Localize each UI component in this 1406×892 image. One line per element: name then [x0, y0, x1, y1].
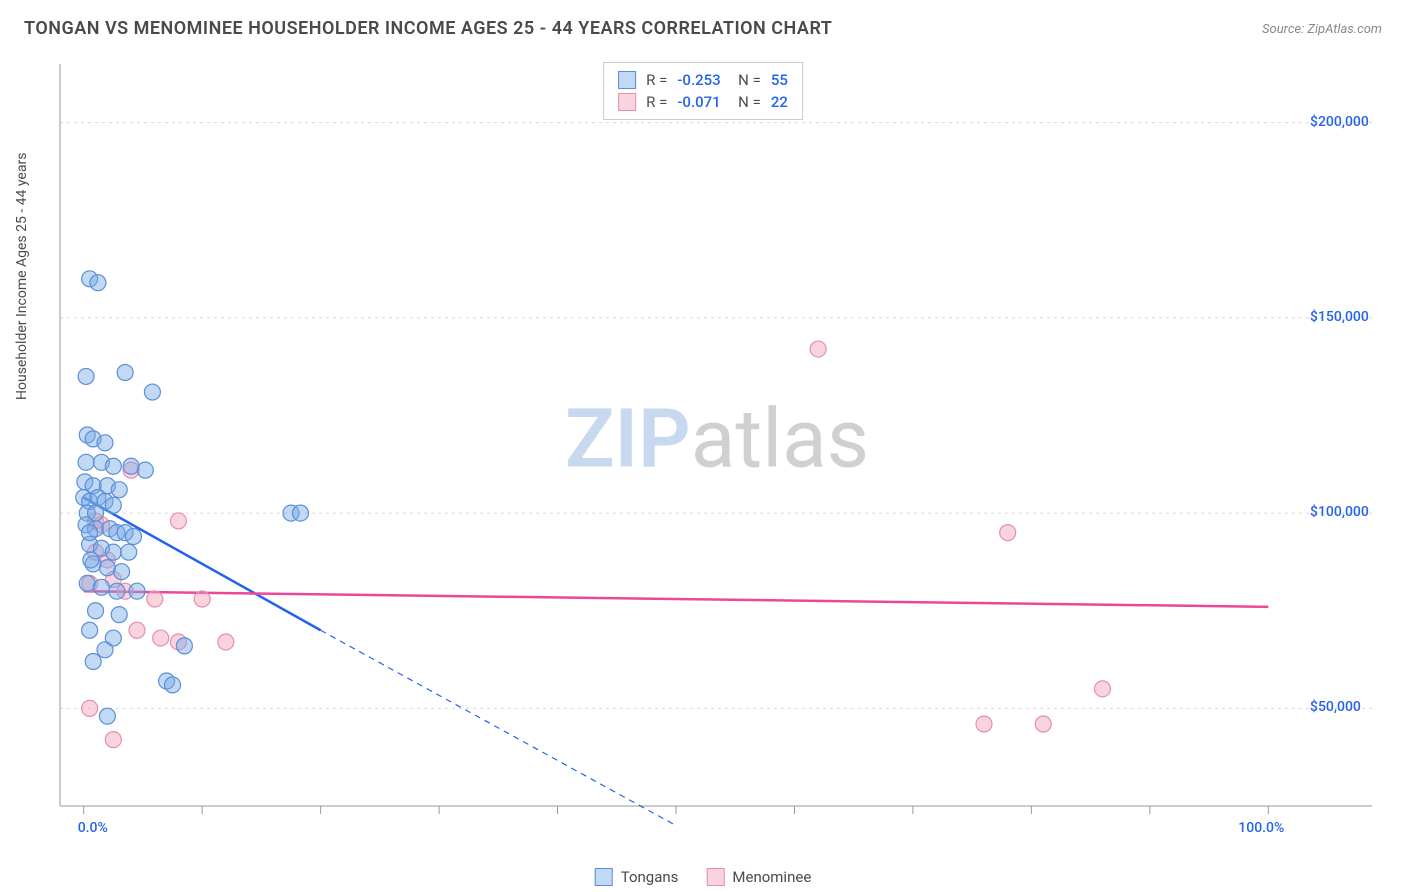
x-axis-max-label: 100.0%	[1238, 820, 1284, 836]
legend-n-label: N =	[731, 71, 761, 89]
chart-title: TONGAN VS MENOMINEE HOUSEHOLDER INCOME A…	[24, 18, 832, 39]
y-axis-label: Householder Income Ages 25 - 44 years	[14, 153, 30, 400]
y-tick-label: $150,000	[1310, 309, 1369, 325]
y-tick-label: $50,000	[1310, 699, 1361, 715]
legend-swatch	[706, 868, 724, 886]
legend-n-value: 55	[771, 71, 788, 89]
y-tick-label: $100,000	[1310, 504, 1369, 520]
y-tick-label: $200,000	[1310, 114, 1369, 130]
legend-row: R = -0.253 N = 55	[618, 69, 788, 91]
legend-row: R = -0.071 N = 22	[618, 91, 788, 113]
legend-swatch	[595, 868, 613, 886]
legend-series-item: Tongans	[595, 868, 679, 886]
plot-area: ZIPatlas	[52, 58, 1382, 840]
legend-r-value: -0.253	[677, 71, 720, 89]
legend-series-item: Menominee	[706, 868, 811, 886]
legend-series-label: Menominee	[732, 868, 811, 886]
legend-r-label: R =	[646, 93, 667, 111]
legend-n-label: N =	[731, 93, 761, 111]
x-axis-min-label: 0.0%	[78, 820, 108, 836]
legend-r-label: R =	[646, 71, 667, 89]
correlation-legend: R = -0.253 N = 55 R = -0.071 N = 22	[603, 62, 803, 120]
legend-n-value: 22	[771, 93, 788, 111]
source-attribution: Source: ZipAtlas.com	[1262, 22, 1382, 37]
series-legend: Tongans Menominee	[595, 868, 812, 886]
legend-series-label: Tongans	[621, 868, 679, 886]
legend-swatch	[618, 93, 636, 111]
scatter-svg	[52, 58, 1382, 840]
legend-r-value: -0.071	[677, 93, 720, 111]
legend-swatch	[618, 71, 636, 89]
